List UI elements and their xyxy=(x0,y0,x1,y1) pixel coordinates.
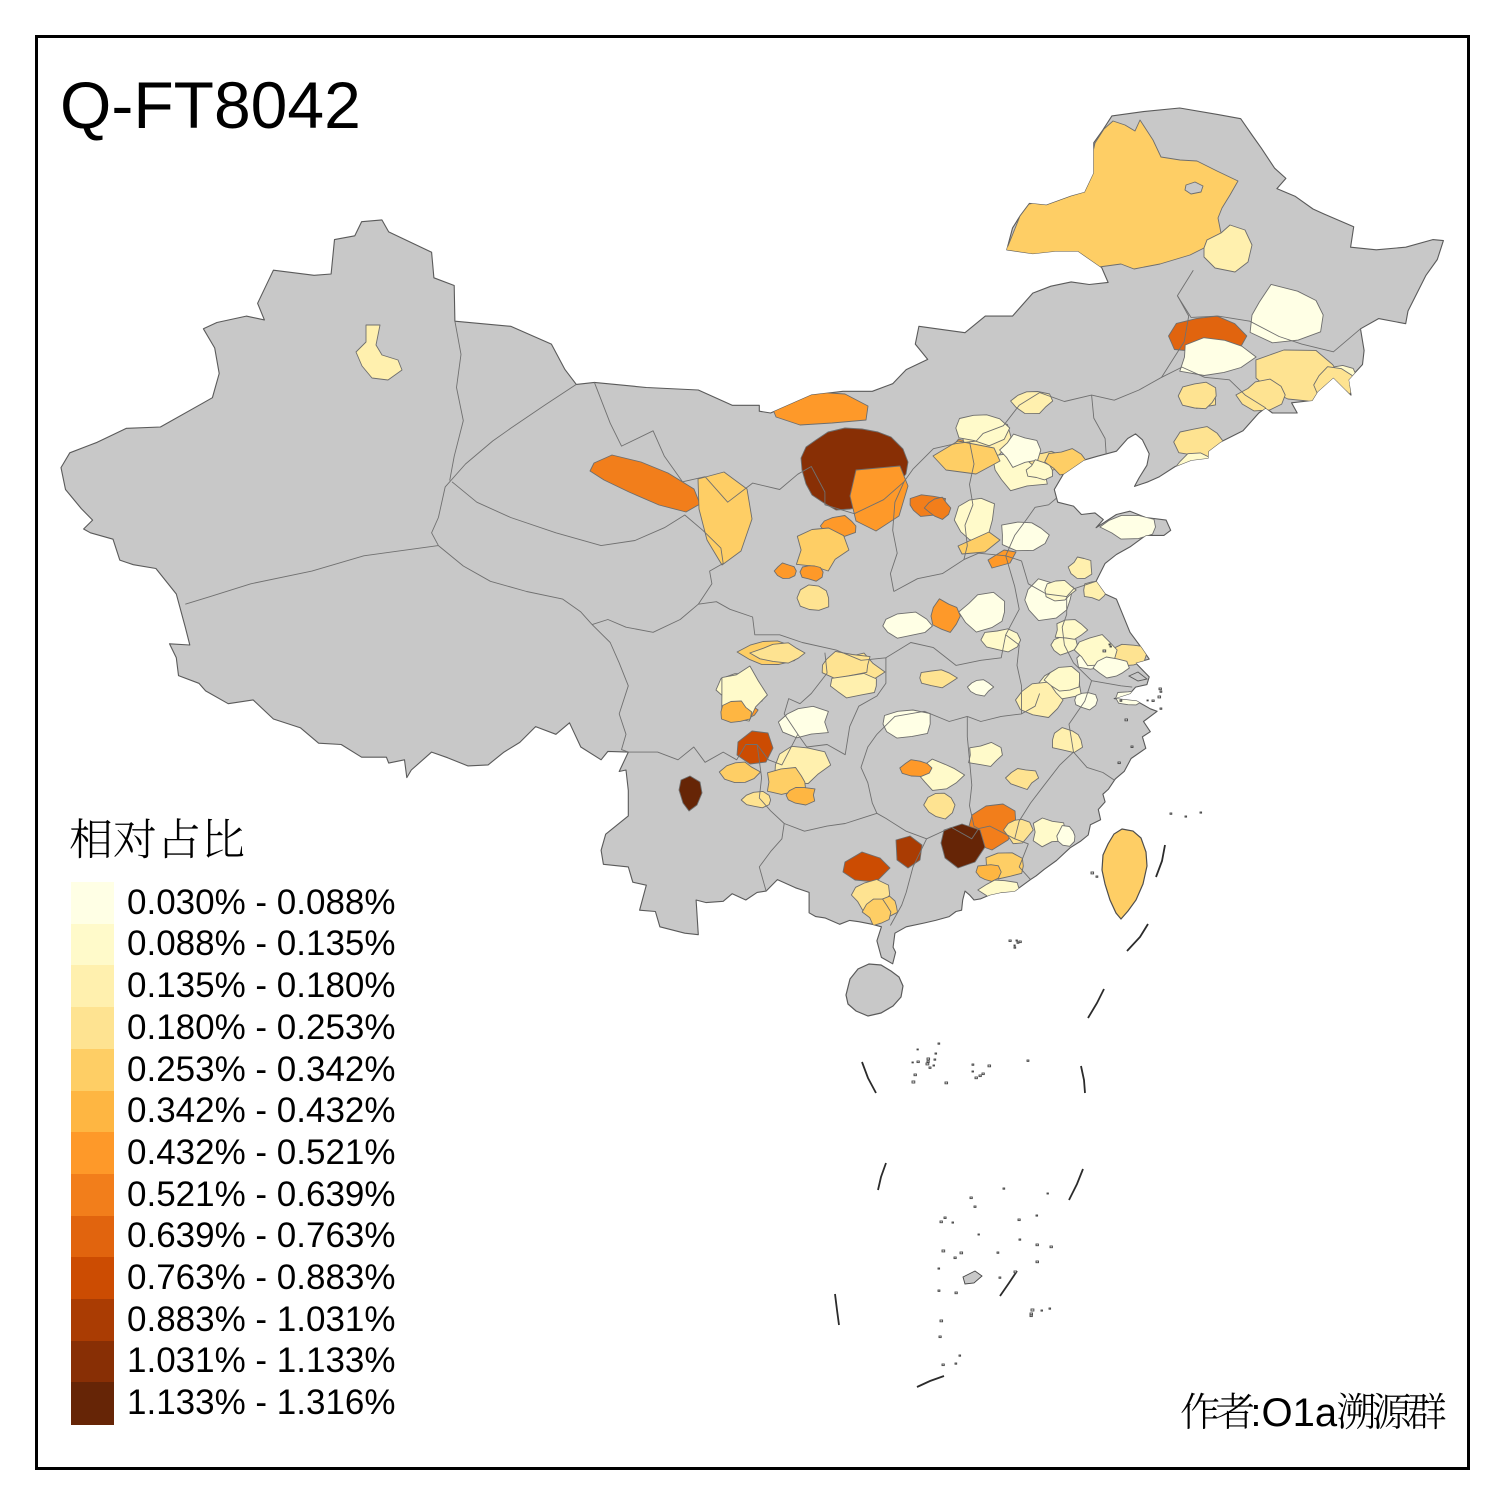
svg-text::O1a: :O1a xyxy=(1250,1391,1337,1435)
